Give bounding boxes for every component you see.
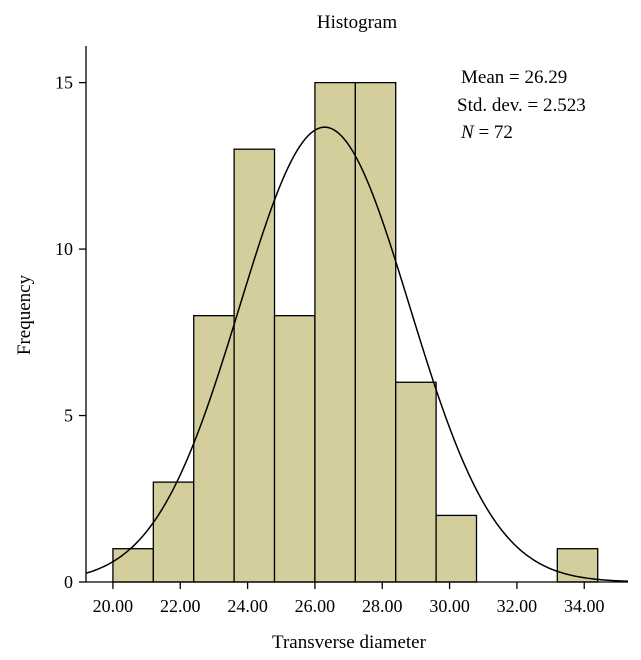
y-tick-label: 5 [64,406,73,426]
histogram-bar [152,481,195,583]
y-tick-label: 0 [64,572,73,592]
x-axis-label: Transverse diameter [272,632,427,653]
x-tick-label: 22.00 [160,596,201,616]
x-tick-label: 20.00 [93,596,134,616]
y-axis-ticks: 0 5 10 15 [55,73,86,592]
x-tick-label: 26.00 [295,596,336,616]
histogram-bar [354,81,397,583]
n-stat-symbol: N [460,122,475,143]
y-axis-label: Frequency [14,274,35,355]
y-tick-label: 15 [55,73,73,93]
n-stat-value: = 72 [474,122,513,143]
histogram-bar [435,514,478,583]
bars-group [112,81,599,583]
x-tick-label: 28.00 [362,596,403,616]
mean-stat: Mean = 26.29 [461,67,567,88]
histogram-bar [314,81,356,583]
histogram-bar [112,548,154,583]
x-tick-label: 34.00 [564,596,605,616]
histogram-bar [395,381,437,583]
n-stat: N = 72 [460,122,513,143]
histogram-bar [273,315,316,583]
x-tick-label: 24.00 [227,596,268,616]
histogram-bar [233,148,276,583]
histogram-bar [193,315,235,583]
x-tick-label: 30.00 [429,596,470,616]
x-axis-ticks: 20.00 22.00 24.00 26.00 28.00 30.00 32.00 34.00 [93,582,605,616]
y-tick-label: 10 [55,239,73,259]
std-dev-stat: Std. dev. = 2.523 [457,95,586,116]
chart-title: Histogram [317,12,397,33]
normal-curve [85,126,629,582]
stats-annotation: Mean = 26.29 Std. dev. = 2.523 N = 72 [457,67,586,143]
x-tick-label: 32.00 [497,596,538,616]
